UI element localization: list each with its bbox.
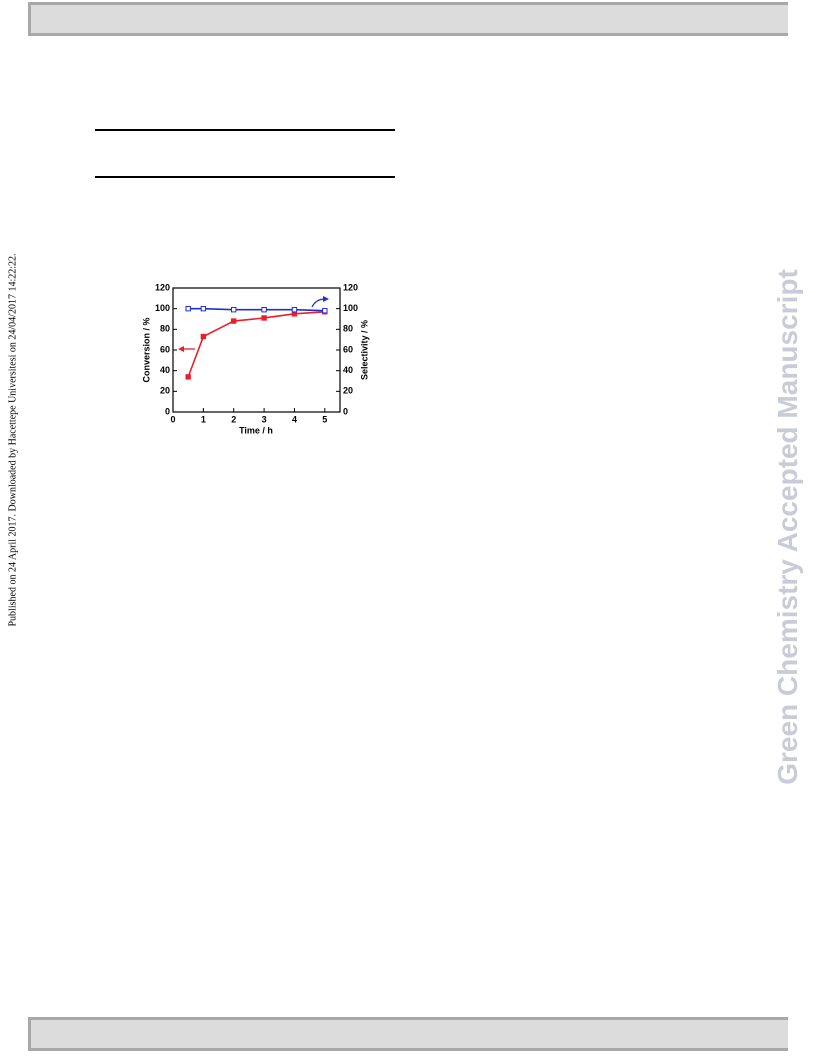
rule: [95, 129, 395, 131]
header-bar: [28, 2, 788, 36]
x-tick-label: 3: [262, 414, 267, 424]
data-point: [200, 305, 207, 312]
series-line: [187, 310, 325, 378]
data-point: [261, 315, 267, 321]
y-tick-label: 80: [160, 324, 170, 334]
x-axis-label: Time / h: [239, 425, 273, 435]
footer-bar: [28, 1017, 788, 1051]
data-point: [185, 374, 191, 380]
data-point: [322, 308, 328, 314]
x-tick-label: 2: [231, 414, 236, 424]
data-point: [200, 333, 207, 340]
y-tick-label: 120: [155, 282, 170, 292]
y2-tick-label: 0: [343, 406, 348, 416]
y-axis-label: Conversion / %: [141, 317, 151, 382]
y-tick-label: 20: [160, 386, 170, 396]
series-line: [188, 307, 325, 312]
y2-tick-label: 100: [343, 303, 358, 313]
y2-tick-label: 80: [343, 324, 353, 334]
x-tick-label: 4: [292, 414, 297, 424]
y2-tick-label: 60: [343, 344, 353, 354]
data-point: [231, 307, 237, 313]
data-point: [261, 307, 267, 313]
y2-tick-label: 40: [343, 365, 353, 375]
y2-axis-label: Selectivity / %: [359, 320, 369, 380]
y-tick-label: 100: [155, 303, 170, 313]
x-tick-label: 1: [201, 414, 206, 424]
red-arrow: [178, 346, 195, 352]
data-point: [231, 318, 237, 324]
y-tick-label: 60: [160, 344, 170, 354]
y2-tick-label: 120: [343, 282, 358, 292]
blue-arrow: [311, 296, 329, 308]
rule: [95, 176, 395, 178]
y-tick-label: 0: [165, 406, 170, 416]
x-tick-label: 0: [170, 414, 175, 424]
y2-tick-label: 20: [343, 386, 353, 396]
y-tick-label: 40: [160, 365, 170, 375]
data-point: [291, 307, 298, 313]
x-tick-label: 5: [322, 414, 327, 424]
data-point: [185, 305, 191, 312]
